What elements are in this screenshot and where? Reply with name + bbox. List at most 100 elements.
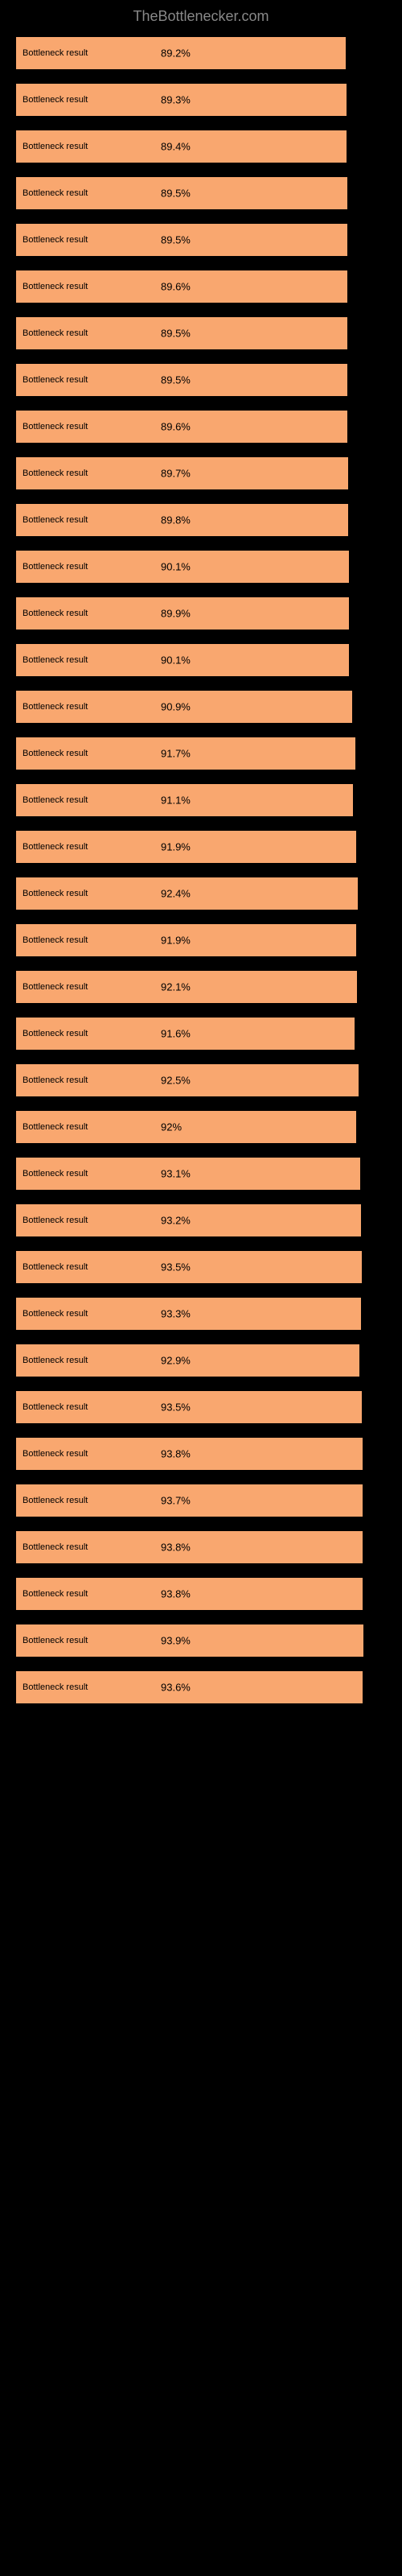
bar-row: Bottleneck result89.7% — [16, 457, 386, 489]
bar-value: 89.6% — [161, 421, 191, 433]
bar-value: 93.2% — [161, 1215, 191, 1227]
bar-label: Bottleneck result — [16, 282, 88, 291]
bar-row: Bottleneck result 93.8% — [16, 1438, 386, 1470]
bar-row: Bottleneck result 89.8% — [16, 504, 386, 536]
bar-label-container: Bottleneck result 89.5% — [16, 364, 386, 396]
bar-value: 92.1% — [161, 981, 191, 993]
bar-value: 93.8% — [161, 1588, 191, 1600]
bar-label: Bottleneck result — [16, 655, 88, 665]
bar-value: 89.5% — [161, 328, 191, 340]
bar-row: Bottleneck result91.7% — [16, 737, 386, 770]
bar-label: Bottleneck result — [16, 235, 88, 245]
bar-label-container: Bottleneck result 89.5% — [16, 317, 386, 349]
bar-row: Bottleneck result 89.6% — [16, 411, 386, 443]
bar-label-container: Bottleneck result 91.9% — [16, 924, 386, 956]
bar-value: 91.9% — [161, 841, 191, 853]
bar-label-container: Bottleneck result92% — [16, 1111, 386, 1143]
bar-row: Bottleneck result 90.1% — [16, 644, 386, 676]
bar-label: Bottleneck result — [16, 1122, 88, 1132]
bar-value: 89.9% — [161, 608, 191, 620]
bar-value: 89.4% — [161, 141, 191, 153]
bar-value: 89.7% — [161, 468, 191, 480]
bar-label: Bottleneck result — [16, 842, 88, 852]
bar-label-container: Bottleneck result89.3% — [16, 84, 386, 116]
bar-label-container: Bottleneck result 89.5% — [16, 224, 386, 256]
bar-row: Bottleneck result93.2% — [16, 1204, 386, 1236]
bar-label: Bottleneck result — [16, 188, 88, 198]
bar-row: Bottleneck result93.5% — [16, 1391, 386, 1423]
bar-label-container: Bottleneck result 91.9% — [16, 831, 386, 863]
bar-label: Bottleneck result — [16, 1496, 88, 1505]
bar-label-container: Bottleneck result 93.8% — [16, 1578, 386, 1610]
bar-label-container: Bottleneck result 89.8% — [16, 504, 386, 536]
bar-value: 89.8% — [161, 514, 191, 526]
bar-label-container: Bottleneck result 90.9% — [16, 691, 386, 723]
bar-label: Bottleneck result — [16, 982, 88, 992]
bar-label-container: Bottleneck result93.8% — [16, 1531, 386, 1563]
bar-row: Bottleneck result92.9% — [16, 1344, 386, 1377]
bar-label: Bottleneck result — [16, 1262, 88, 1272]
bar-row: Bottleneck result 89.5% — [16, 317, 386, 349]
bar-label: Bottleneck result — [16, 1029, 88, 1038]
bar-value: 90.1% — [161, 654, 191, 667]
bar-label-container: Bottleneck result92.5% — [16, 1064, 386, 1096]
bar-label: Bottleneck result — [16, 702, 88, 712]
bar-label-container: Bottleneck result93.2% — [16, 1204, 386, 1236]
bar-label-container: Bottleneck result 89.6% — [16, 270, 386, 303]
bar-label: Bottleneck result — [16, 1402, 88, 1412]
bar-row: Bottleneck result 93.8% — [16, 1578, 386, 1610]
bar-label: Bottleneck result — [16, 889, 88, 898]
bar-label-container: Bottleneck result92.4% — [16, 877, 386, 910]
bar-label-container: Bottleneck result 89.9% — [16, 597, 386, 630]
bar-row: Bottleneck result 93.9% — [16, 1624, 386, 1657]
bar-value: 93.8% — [161, 1448, 191, 1460]
bar-label: Bottleneck result — [16, 1449, 88, 1459]
bar-label: Bottleneck result — [16, 422, 88, 431]
bar-value: 93.9% — [161, 1635, 191, 1647]
bar-value: 93.8% — [161, 1542, 191, 1554]
bar-row: Bottleneck result 89.5% — [16, 224, 386, 256]
bar-value: 89.6% — [161, 281, 191, 293]
bar-row: Bottleneck result93.8% — [16, 1531, 386, 1563]
bar-label-container: Bottleneck result93.3% — [16, 1298, 386, 1330]
bar-row: Bottleneck result92.5% — [16, 1064, 386, 1096]
bottleneck-chart: Bottleneck result89.2%Bottleneck result8… — [0, 37, 402, 1734]
bar-row: Bottleneck result 93.7% — [16, 1484, 386, 1517]
bar-value: 90.9% — [161, 701, 191, 713]
bar-label-container: Bottleneck result89.7% — [16, 457, 386, 489]
bar-label: Bottleneck result — [16, 609, 88, 618]
bar-value: 89.5% — [161, 374, 191, 386]
bar-value: 92.9% — [161, 1355, 191, 1367]
bar-label: Bottleneck result — [16, 1636, 88, 1645]
bar-label: Bottleneck result — [16, 515, 88, 525]
bar-row: Bottleneck result 91.6% — [16, 1018, 386, 1050]
bar-value: 89.2% — [161, 47, 191, 60]
bar-value: 93.6% — [161, 1682, 191, 1694]
bar-row: Bottleneck result 93.5% — [16, 1251, 386, 1283]
bar-row: Bottleneck result91.1% — [16, 784, 386, 816]
bar-value: 89.5% — [161, 234, 191, 246]
bar-row: Bottleneck result 89.6% — [16, 270, 386, 303]
bar-value: 93.3% — [161, 1308, 191, 1320]
bar-value: 93.7% — [161, 1495, 191, 1507]
bar-label: Bottleneck result — [16, 935, 88, 945]
bar-value: 91.6% — [161, 1028, 191, 1040]
site-name: TheBottlenecker.com — [133, 8, 269, 24]
bar-row: Bottleneck result92% — [16, 1111, 386, 1143]
chart-header: TheBottlenecker.com — [0, 0, 402, 37]
bar-value: 93.1% — [161, 1168, 191, 1180]
bar-label: Bottleneck result — [16, 1589, 88, 1599]
bar-label: Bottleneck result — [16, 375, 88, 385]
bar-label-container: Bottleneck result93.5% — [16, 1391, 386, 1423]
bar-row: Bottleneck result89.5% — [16, 177, 386, 209]
bar-value: 92.5% — [161, 1075, 191, 1087]
bar-row: Bottleneck result 91.9% — [16, 831, 386, 863]
bar-value: 93.5% — [161, 1261, 191, 1274]
bar-label-container: Bottleneck result 92.1% — [16, 971, 386, 1003]
bar-label-container: Bottleneck result89.4% — [16, 130, 386, 163]
bar-label-container: Bottleneck result93.6% — [16, 1671, 386, 1703]
bar-row: Bottleneck result 90.9% — [16, 691, 386, 723]
bar-value: 91.9% — [161, 935, 191, 947]
bar-label: Bottleneck result — [16, 328, 88, 338]
bar-row: Bottleneck result 92.1% — [16, 971, 386, 1003]
